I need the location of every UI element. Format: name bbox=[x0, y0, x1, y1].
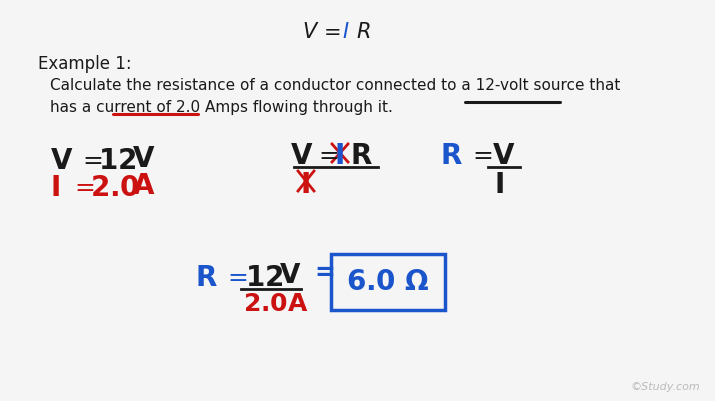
Text: $\mathbf{V}$: $\mathbf{V}$ bbox=[290, 143, 313, 170]
Text: $\mathbf{R}$: $\mathbf{R}$ bbox=[350, 143, 373, 170]
Text: $\mathbf{=}$: $\mathbf{=}$ bbox=[310, 259, 335, 282]
Text: $\mathit{I}$: $\mathit{I}$ bbox=[342, 22, 350, 42]
Text: $\mathbf{I}$: $\mathbf{I}$ bbox=[334, 143, 344, 170]
Text: $\mathit{V}$: $\mathit{V}$ bbox=[302, 22, 320, 42]
Text: $=$: $=$ bbox=[314, 143, 339, 166]
Text: $=$: $=$ bbox=[70, 174, 95, 198]
Text: has a current of 2.0 Amps flowing through it.: has a current of 2.0 Amps flowing throug… bbox=[50, 100, 393, 115]
Text: $\mathbf{V}$: $\mathbf{V}$ bbox=[132, 146, 155, 172]
Text: $=$: $=$ bbox=[468, 143, 493, 166]
Text: $\mathbf{6.0\ \Omega}$: $\mathbf{6.0\ \Omega}$ bbox=[347, 269, 430, 296]
Text: $\mathbf{V}$: $\mathbf{V}$ bbox=[50, 148, 74, 174]
Text: $\mathbf{2.0A}$: $\mathbf{2.0A}$ bbox=[243, 292, 308, 315]
Text: Calculate the resistance of a conductor connected to a 12-volt source that: Calculate the resistance of a conductor … bbox=[50, 78, 621, 93]
Text: $=$: $=$ bbox=[320, 22, 341, 41]
Text: $\mathbf{I}$: $\mathbf{I}$ bbox=[494, 172, 504, 198]
Text: $\mathbf{R}$: $\mathbf{R}$ bbox=[195, 264, 218, 291]
Text: $\mathbf{V}$: $\mathbf{V}$ bbox=[279, 262, 301, 287]
Text: $\mathbf{12}$: $\mathbf{12}$ bbox=[98, 148, 137, 174]
Text: $\mathbf{12}$: $\mathbf{12}$ bbox=[245, 264, 283, 291]
Text: $\mathbf{R}$: $\mathbf{R}$ bbox=[440, 143, 463, 170]
Text: $\mathbf{I}$: $\mathbf{I}$ bbox=[50, 174, 60, 201]
Text: $\mathbf{V}$: $\mathbf{V}$ bbox=[492, 143, 516, 170]
Text: $\mathbf{I}$: $\mathbf{I}$ bbox=[300, 172, 310, 198]
Text: $\mathbf{2.0}$: $\mathbf{2.0}$ bbox=[90, 174, 140, 201]
Text: ©Study.com: ©Study.com bbox=[630, 381, 700, 391]
Text: Example 1:: Example 1: bbox=[38, 55, 132, 73]
Text: $=$: $=$ bbox=[78, 148, 103, 170]
Text: $\mathbf{A}$: $\mathbf{A}$ bbox=[132, 172, 155, 200]
Text: $=$: $=$ bbox=[223, 264, 248, 287]
Text: $\mathit{R}$: $\mathit{R}$ bbox=[356, 22, 370, 42]
